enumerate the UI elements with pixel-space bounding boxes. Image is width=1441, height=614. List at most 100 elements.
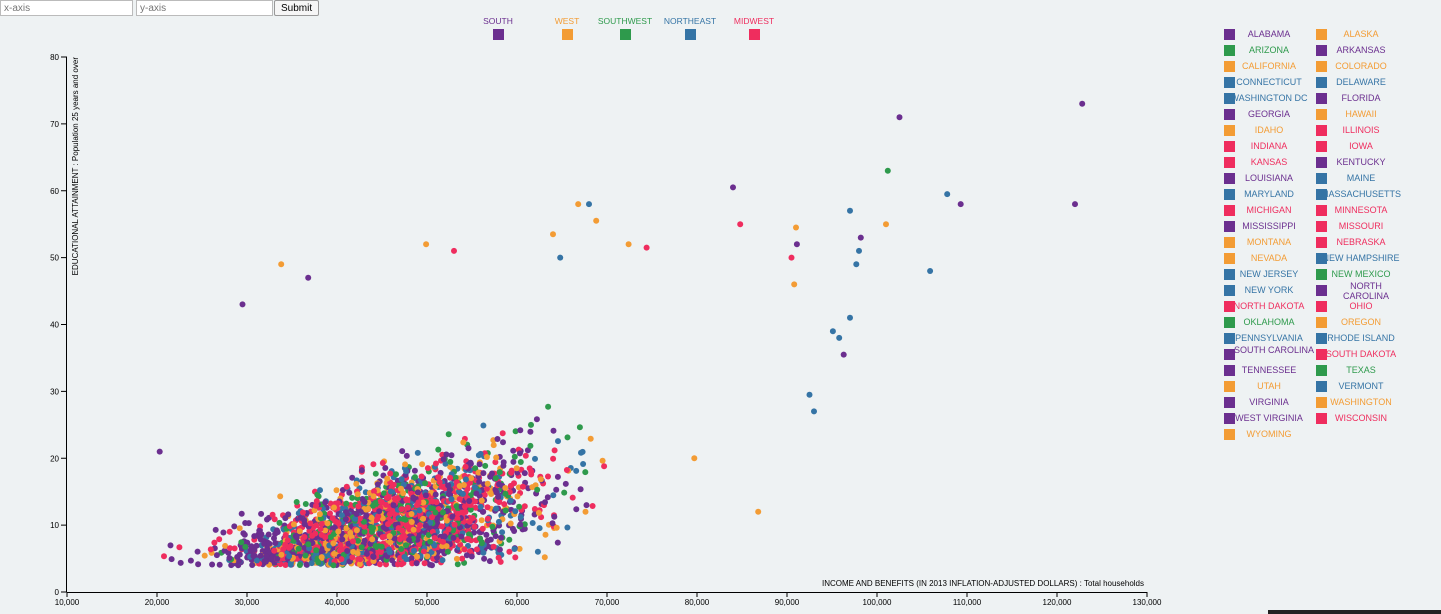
data-point[interactable] — [403, 542, 409, 549]
data-point[interactable] — [593, 217, 600, 224]
data-point[interactable] — [476, 461, 483, 468]
data-point[interactable] — [485, 537, 491, 544]
data-point[interactable] — [403, 452, 410, 459]
data-point[interactable] — [528, 421, 534, 428]
data-point[interactable] — [302, 552, 309, 559]
data-point[interactable] — [484, 515, 491, 522]
data-point[interactable] — [582, 469, 589, 476]
data-point[interactable] — [484, 504, 491, 511]
data-point[interactable] — [587, 435, 594, 442]
data-point[interactable] — [343, 500, 350, 507]
data-point[interactable] — [512, 554, 519, 561]
legend-state-wisconsin[interactable]: WISCONSIN — [1316, 411, 1406, 427]
data-point[interactable] — [228, 562, 235, 569]
data-point[interactable] — [443, 543, 450, 550]
data-point[interactable] — [511, 453, 518, 460]
legend-state-west-virginia[interactable]: WEST VIRGINIA — [1224, 411, 1314, 427]
legend-state-michigan[interactable]: MICHIGAN — [1224, 203, 1314, 219]
data-point[interactable] — [406, 536, 413, 543]
data-point[interactable] — [448, 452, 455, 459]
data-point[interactable] — [303, 561, 310, 568]
data-point[interactable] — [510, 447, 517, 454]
legend-state-hawaii[interactable]: HAWAII — [1316, 107, 1406, 123]
data-point[interactable] — [363, 512, 370, 519]
data-point[interactable] — [793, 224, 799, 231]
data-point[interactable] — [730, 184, 736, 191]
data-point[interactable] — [528, 468, 535, 475]
data-point[interactable] — [387, 488, 394, 495]
data-point[interactable] — [370, 461, 377, 468]
data-point[interactable] — [238, 510, 245, 517]
data-point[interactable] — [527, 442, 534, 449]
data-point[interactable] — [284, 537, 291, 544]
data-point[interactable] — [514, 493, 521, 500]
data-point[interactable] — [335, 520, 342, 527]
data-point[interactable] — [354, 491, 361, 498]
data-point[interactable] — [403, 496, 410, 503]
data-point[interactable] — [363, 506, 370, 513]
data-point[interactable] — [301, 534, 308, 540]
data-point[interactable] — [331, 524, 338, 531]
data-point[interactable] — [589, 503, 596, 509]
data-point[interactable] — [299, 509, 306, 516]
data-point[interactable] — [435, 474, 442, 481]
data-point[interactable] — [418, 473, 425, 480]
legend-state-nebraska[interactable]: NEBRASKA — [1316, 235, 1406, 251]
data-point[interactable] — [545, 473, 551, 480]
data-point[interactable] — [346, 489, 353, 496]
data-point[interactable] — [542, 499, 548, 506]
data-point[interactable] — [564, 434, 571, 441]
data-point[interactable] — [460, 439, 467, 446]
data-point[interactable] — [884, 167, 891, 174]
data-point[interactable] — [471, 523, 478, 530]
data-point[interactable] — [643, 244, 650, 251]
data-point[interactable] — [420, 499, 427, 506]
data-point[interactable] — [263, 553, 270, 560]
data-point[interactable] — [550, 455, 557, 462]
data-point[interactable] — [274, 555, 281, 562]
data-point[interactable] — [495, 518, 502, 525]
data-point[interactable] — [883, 221, 889, 228]
data-point[interactable] — [414, 526, 421, 533]
data-point[interactable] — [431, 542, 438, 549]
data-point[interactable] — [338, 556, 345, 563]
data-point[interactable] — [441, 533, 448, 540]
data-point[interactable] — [293, 534, 300, 541]
data-point[interactable] — [419, 461, 426, 468]
data-point[interactable] — [322, 527, 329, 534]
data-point[interactable] — [534, 486, 541, 493]
data-point[interactable] — [449, 513, 456, 520]
data-point[interactable] — [466, 498, 473, 504]
data-point[interactable] — [415, 499, 422, 506]
data-point[interactable] — [483, 485, 490, 492]
data-point[interactable] — [319, 520, 325, 527]
data-point[interactable] — [313, 502, 319, 509]
data-point[interactable] — [791, 281, 798, 288]
data-point[interactable] — [256, 527, 263, 534]
data-point[interactable] — [383, 561, 389, 568]
data-point[interactable] — [305, 541, 312, 548]
legend-state-georgia[interactable]: GEORGIA — [1224, 107, 1314, 123]
data-point[interactable] — [282, 515, 289, 522]
data-point[interactable] — [374, 481, 381, 488]
data-point[interactable] — [209, 561, 216, 568]
data-point[interactable] — [287, 543, 294, 549]
data-point[interactable] — [433, 460, 439, 467]
data-point[interactable] — [445, 431, 452, 438]
data-point[interactable] — [272, 540, 279, 546]
data-point[interactable] — [471, 484, 478, 491]
legend-state-missouri[interactable]: MISSOURI — [1316, 219, 1406, 235]
data-point[interactable] — [226, 555, 233, 561]
data-point[interactable] — [536, 525, 543, 532]
data-point[interactable] — [456, 496, 463, 503]
data-point[interactable] — [480, 549, 487, 556]
data-point[interactable] — [177, 559, 184, 566]
data-point[interactable] — [896, 114, 903, 121]
data-point[interactable] — [378, 543, 385, 550]
legend-state-maryland[interactable]: MARYLAND — [1224, 187, 1314, 203]
data-point[interactable] — [511, 528, 518, 534]
data-point[interactable] — [318, 554, 325, 561]
data-point[interactable] — [467, 460, 474, 467]
data-point[interactable] — [463, 552, 470, 559]
data-point[interactable] — [535, 509, 542, 516]
